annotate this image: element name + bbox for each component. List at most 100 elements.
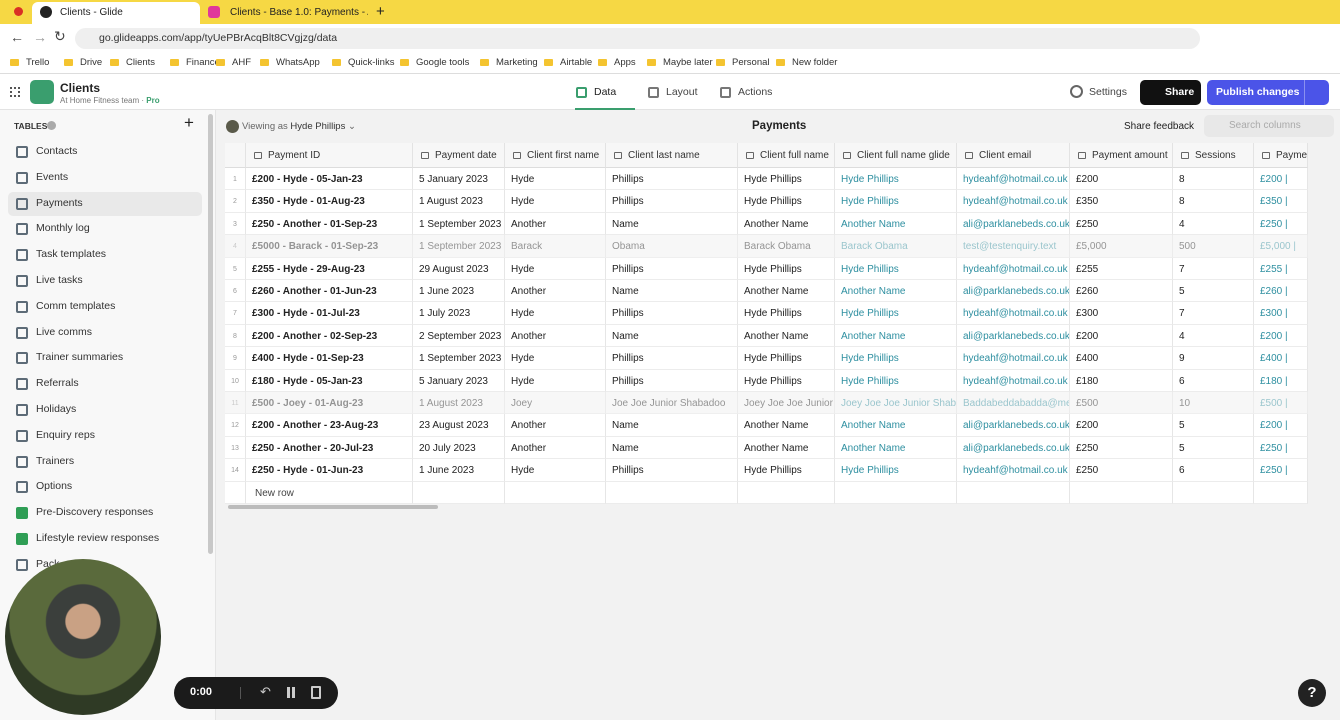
add-table[interactable]: + — [184, 113, 194, 132]
share-button[interactable]: Share — [1140, 80, 1201, 105]
cell[interactable]: Hyde Phillips — [835, 459, 957, 482]
cell[interactable]: Hyde Phillips — [738, 459, 835, 482]
cell[interactable]: Name — [606, 280, 738, 303]
cell[interactable]: £200 - Another - 02-Sep-23 — [246, 324, 413, 348]
cell[interactable]: 9 — [1173, 347, 1254, 370]
cell[interactable]: Another Name — [738, 436, 835, 460]
pause[interactable] — [287, 687, 290, 698]
cell[interactable]: £400 | — [1254, 347, 1308, 370]
cell[interactable]: Phillips — [606, 302, 738, 325]
cell[interactable]: Phillips — [606, 369, 738, 392]
cell[interactable]: £250 — [1070, 436, 1173, 460]
cell[interactable]: £200 | — [1254, 414, 1308, 437]
cell[interactable]: Hyde Phillips — [835, 168, 957, 191]
cell[interactable]: £200 | — [1254, 324, 1308, 348]
settings[interactable]: Settings — [1070, 85, 1127, 98]
cell[interactable]: Phillips — [606, 257, 738, 280]
cell[interactable]: Hyde — [505, 257, 606, 280]
cell[interactable]: Hyde — [505, 190, 606, 213]
cell[interactable]: hydeahf@hotmail.co.uk — [957, 459, 1070, 482]
share-feedback[interactable]: Share feedback — [1124, 121, 1195, 132]
bookmark[interactable]: Maybe later — [663, 57, 713, 68]
bookmark[interactable]: AHF — [232, 57, 251, 68]
cell[interactable]: ali@parklanebeds.co.uk — [957, 436, 1070, 460]
cell[interactable]: Name — [606, 414, 738, 437]
cell[interactable]: £250 - Another - 01-Sep-23 — [246, 212, 413, 236]
cell[interactable]: hydeahf@hotmail.co.uk — [957, 302, 1070, 325]
cell[interactable]: hydeahf@hotmail.co.uk — [957, 168, 1070, 191]
column-header[interactable]: Payment ID — [246, 143, 413, 168]
cell[interactable]: £260 | — [1254, 280, 1308, 303]
cell[interactable]: ali@parklanebeds.co.uk — [957, 414, 1070, 437]
new-tab[interactable]: + — [376, 3, 385, 20]
cell[interactable]: Another Name — [835, 280, 957, 303]
sidebar-item[interactable]: Holidays — [8, 398, 202, 422]
cell[interactable]: 8 — [1173, 190, 1254, 213]
cell[interactable]: £200 - Hyde - 05-Jan-23 — [246, 168, 413, 191]
cell[interactable]: Phillips — [606, 190, 738, 213]
cell[interactable]: £200 | — [1254, 168, 1308, 191]
sidebar-item[interactable]: Lifestyle review responses — [8, 527, 202, 551]
sidebar-item[interactable]: Live comms — [8, 321, 202, 345]
cell[interactable]: £200 — [1070, 414, 1173, 437]
cell[interactable]: Hyde Phillips — [738, 369, 835, 392]
cell[interactable]: Another Name — [738, 212, 835, 236]
sidebar-item[interactable]: Pre-Discovery responses — [8, 501, 202, 525]
cell[interactable]: Hyde Phillips — [738, 257, 835, 280]
bookmark[interactable]: Apps — [614, 57, 636, 68]
cell[interactable]: 4 — [1173, 324, 1254, 348]
cell[interactable]: 1 September 2023 — [413, 212, 505, 236]
cell[interactable]: Another — [505, 414, 606, 437]
column-header[interactable]: Client first name — [505, 143, 606, 168]
cell[interactable]: Joey Joe Joe Junior Shaba — [835, 392, 957, 415]
cell[interactable]: £200 - Another - 23-Aug-23 — [246, 414, 413, 437]
cell[interactable]: 6 — [1173, 369, 1254, 392]
cell[interactable]: Hyde Phillips — [835, 190, 957, 213]
cell[interactable]: 2 September 2023 — [413, 324, 505, 348]
cell[interactable]: £250 - Hyde - 01-Jun-23 — [246, 459, 413, 482]
cell[interactable]: Hyde Phillips — [738, 168, 835, 191]
sidebar-item[interactable]: Referrals — [8, 372, 202, 396]
cell[interactable]: 1 August 2023 — [413, 392, 505, 415]
help-button[interactable]: ? — [1298, 679, 1326, 707]
cell[interactable]: 10 — [1173, 392, 1254, 415]
sidebar-item[interactable]: Comm templates — [8, 295, 202, 319]
cell[interactable]: 23 August 2023 — [413, 414, 505, 437]
column-header[interactable]: Payment date — [413, 143, 505, 168]
cell[interactable]: £250 | — [1254, 459, 1308, 482]
cell[interactable]: £180 - Hyde - 05-Jan-23 — [246, 369, 413, 392]
column-header[interactable]: Client last name — [606, 143, 738, 168]
cell[interactable]: £350 — [1070, 190, 1173, 213]
bookmark[interactable]: Airtable — [560, 57, 593, 68]
cell[interactable]: Name — [606, 436, 738, 460]
cell[interactable]: 7 — [1173, 302, 1254, 325]
cell[interactable]: 8 — [1173, 168, 1254, 191]
tab[interactable]: Clients - Glide — [32, 2, 200, 24]
bookmark[interactable]: Quick-links — [348, 57, 395, 68]
cell[interactable]: £200 — [1070, 324, 1173, 348]
column-header[interactable]: Client full name glide — [835, 143, 957, 168]
new-row[interactable]: New row — [255, 487, 294, 499]
nav-item[interactable]: Actions — [738, 86, 773, 98]
cell[interactable]: £500 | — [1254, 392, 1308, 415]
cell[interactable]: Barack Obama — [738, 235, 835, 258]
bookmark[interactable]: Drive — [80, 57, 103, 68]
cell[interactable]: ali@parklanebeds.co.uk — [957, 324, 1070, 348]
cell[interactable]: Joey Joe Joe Junior S — [738, 392, 835, 415]
cell[interactable]: Another — [505, 436, 606, 460]
cell[interactable]: Another — [505, 280, 606, 303]
cell[interactable]: ali@parklanebeds.co.uk — [957, 280, 1070, 303]
cell[interactable]: Another Name — [835, 324, 957, 348]
column-header[interactable]: Client full name — [738, 143, 835, 168]
bookmark[interactable]: Trello — [26, 57, 50, 68]
url[interactable]: go.glideapps.com/app/tyUePBrAcqBlt8CVgjz… — [75, 28, 1200, 49]
cell[interactable]: £180 | — [1254, 369, 1308, 392]
cell[interactable]: 1 July 2023 — [413, 302, 505, 325]
bookmark[interactable]: Clients — [126, 57, 156, 68]
cell[interactable]: 5 — [1173, 280, 1254, 303]
cell[interactable]: £250 - Another - 20-Jul-23 — [246, 436, 413, 460]
bookmark[interactable]: Google tools — [416, 57, 470, 68]
viewing-as[interactable]: Viewing as Hyde Phillips ⌄ — [242, 121, 356, 132]
cell[interactable]: £300 — [1070, 302, 1173, 325]
cell[interactable]: Hyde — [505, 347, 606, 370]
